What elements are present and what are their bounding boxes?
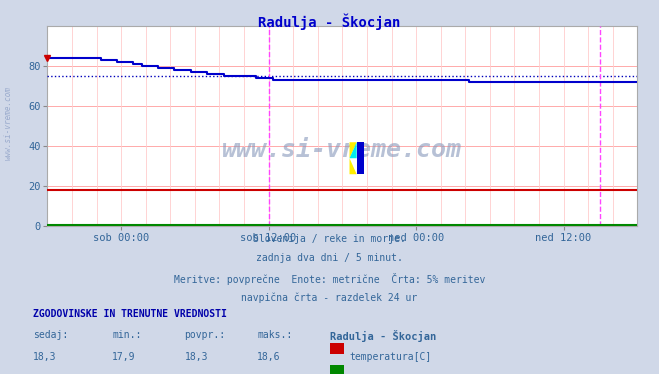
Bar: [357, 142, 364, 174]
Text: 18,3: 18,3: [33, 352, 57, 362]
Polygon shape: [349, 142, 357, 158]
Text: maks.:: maks.:: [257, 330, 292, 340]
Text: zadnja dva dni / 5 minut.: zadnja dva dni / 5 minut.: [256, 253, 403, 263]
Polygon shape: [349, 142, 357, 158]
Text: sedaj:: sedaj:: [33, 330, 68, 340]
Text: navpična črta - razdelek 24 ur: navpična črta - razdelek 24 ur: [241, 292, 418, 303]
Text: temperatura[C]: temperatura[C]: [349, 352, 432, 362]
Text: Meritve: povprečne  Enote: metrične  Črta: 5% meritev: Meritve: povprečne Enote: metrične Črta:…: [174, 273, 485, 285]
Text: www.si-vreme.com: www.si-vreme.com: [3, 86, 13, 160]
Text: 18,6: 18,6: [257, 352, 281, 362]
Text: Slovenija / reke in morje.: Slovenija / reke in morje.: [253, 234, 406, 244]
Polygon shape: [349, 158, 357, 174]
Text: Radulja - Škocjan: Radulja - Škocjan: [330, 330, 436, 342]
Text: min.:: min.:: [112, 330, 142, 340]
Text: 17,9: 17,9: [112, 352, 136, 362]
Text: 18,3: 18,3: [185, 352, 208, 362]
Text: povpr.:: povpr.:: [185, 330, 225, 340]
Text: Radulja - Škocjan: Radulja - Škocjan: [258, 13, 401, 30]
Text: www.si-vreme.com: www.si-vreme.com: [222, 138, 463, 162]
Text: ZGODOVINSKE IN TRENUTNE VREDNOSTI: ZGODOVINSKE IN TRENUTNE VREDNOSTI: [33, 309, 227, 319]
